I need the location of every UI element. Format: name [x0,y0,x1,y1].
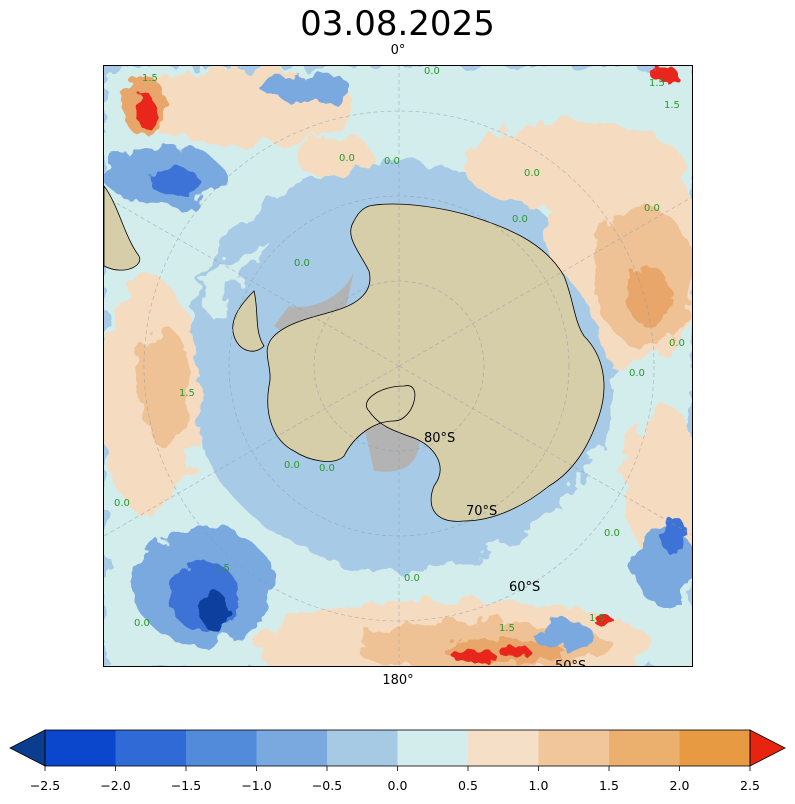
contour-label: 0.0 [114,498,130,509]
colorbar-segment [397,730,469,766]
antarctica-landmass [232,203,605,522]
contour-label: 0.0 [512,214,528,225]
contour-label: 0.0 [134,618,150,629]
south-america-coast [104,185,141,271]
colorbar: −2.5 −2.0 −1.5 −1.0 −0.5 0.0 0.5 1.0 1.5 2.0 2.5 [0,720,795,804]
map-panel: 0.0 0.0 0.0 0.0 0.0 0.0 0.0 0.0 0.0 0.0 … [103,65,693,667]
colorbar-segment [115,730,187,766]
contour-label: 1.5 [179,388,195,399]
contour-label: 0.0 [524,168,540,179]
latitude-label-80s: 80°S [424,431,456,446]
colorbar-tick-label: −2.5 [29,778,61,793]
colorbar-segment [256,730,328,766]
colorbar-under-arrow [9,729,46,767]
colorbar-tick-label: −2.0 [100,778,131,793]
colorbar-segment [609,730,680,766]
contour-label: 1.5 [499,623,515,634]
contour-label: 1.5 [142,73,158,84]
longitude-label-0: 0° [390,43,406,58]
contour-label: 0.0 [404,573,420,584]
contour-label: 0.0 [629,368,645,379]
anomaly-map: 0.0 0.0 0.0 0.0 0.0 0.0 0.0 0.0 0.0 0.0 … [104,66,692,666]
longitude-label-180: 180° [382,673,414,688]
contour-label: 0.0 [644,203,660,214]
contour-label: 0.0 [339,153,355,164]
contour-label: 0.0 [669,338,685,349]
colorbar-segment [468,730,539,766]
colorbar-tick-label: 1.5 [599,778,619,793]
contour-label: 1.5 [214,563,230,574]
colorbar-tick-label: −0.5 [311,778,343,793]
map-title: 03.08.2025 [300,4,495,44]
graticule [104,66,692,666]
colorbar-segment [327,730,398,766]
colorbar-tick-label: −1.5 [170,778,202,793]
strong-warm-anomalies [122,66,678,663]
contour-label: 0.0 [319,463,335,474]
contour-label: 1.5 [664,100,680,111]
contour-label: 0.0 [384,156,400,167]
colorbar-tick-label: 2.0 [669,778,690,793]
colorbar-tick-label: 0.5 [458,778,478,793]
colorbar-segment [186,730,257,766]
contour-label: 0.0 [284,460,300,471]
colorbar-segment [45,730,116,766]
colorbar-tick-label: 2.5 [740,778,760,793]
contour-label: 1.5 [649,78,665,89]
latitude-label-60s: 60°S [509,580,541,595]
colorbar-ticks [44,766,751,771]
strong-cool-anomalies [149,167,686,631]
colorbar-tick-label: 1.0 [528,778,549,793]
colorbar-tick-label: 0.0 [387,778,408,793]
latitude-label-50s: 50°S [555,659,587,667]
colorbar-segments [45,730,751,766]
latitude-label-70s: 70°S [466,504,498,519]
contour-labels: 0.0 0.0 0.0 0.0 0.0 0.0 0.0 0.0 0.0 0.0 … [114,66,685,634]
colorbar-segment [538,730,610,766]
contour-label: 0.0 [604,528,620,539]
contour-label: 0.0 [424,66,440,77]
colorbar-segment [679,730,751,766]
colorbar-svg [9,729,786,771]
colorbar-tick-label: −1.0 [241,778,272,793]
colorbar-over-arrow [749,729,786,767]
contour-label: 1.5 [589,613,605,624]
contour-label: 0.0 [294,258,310,269]
